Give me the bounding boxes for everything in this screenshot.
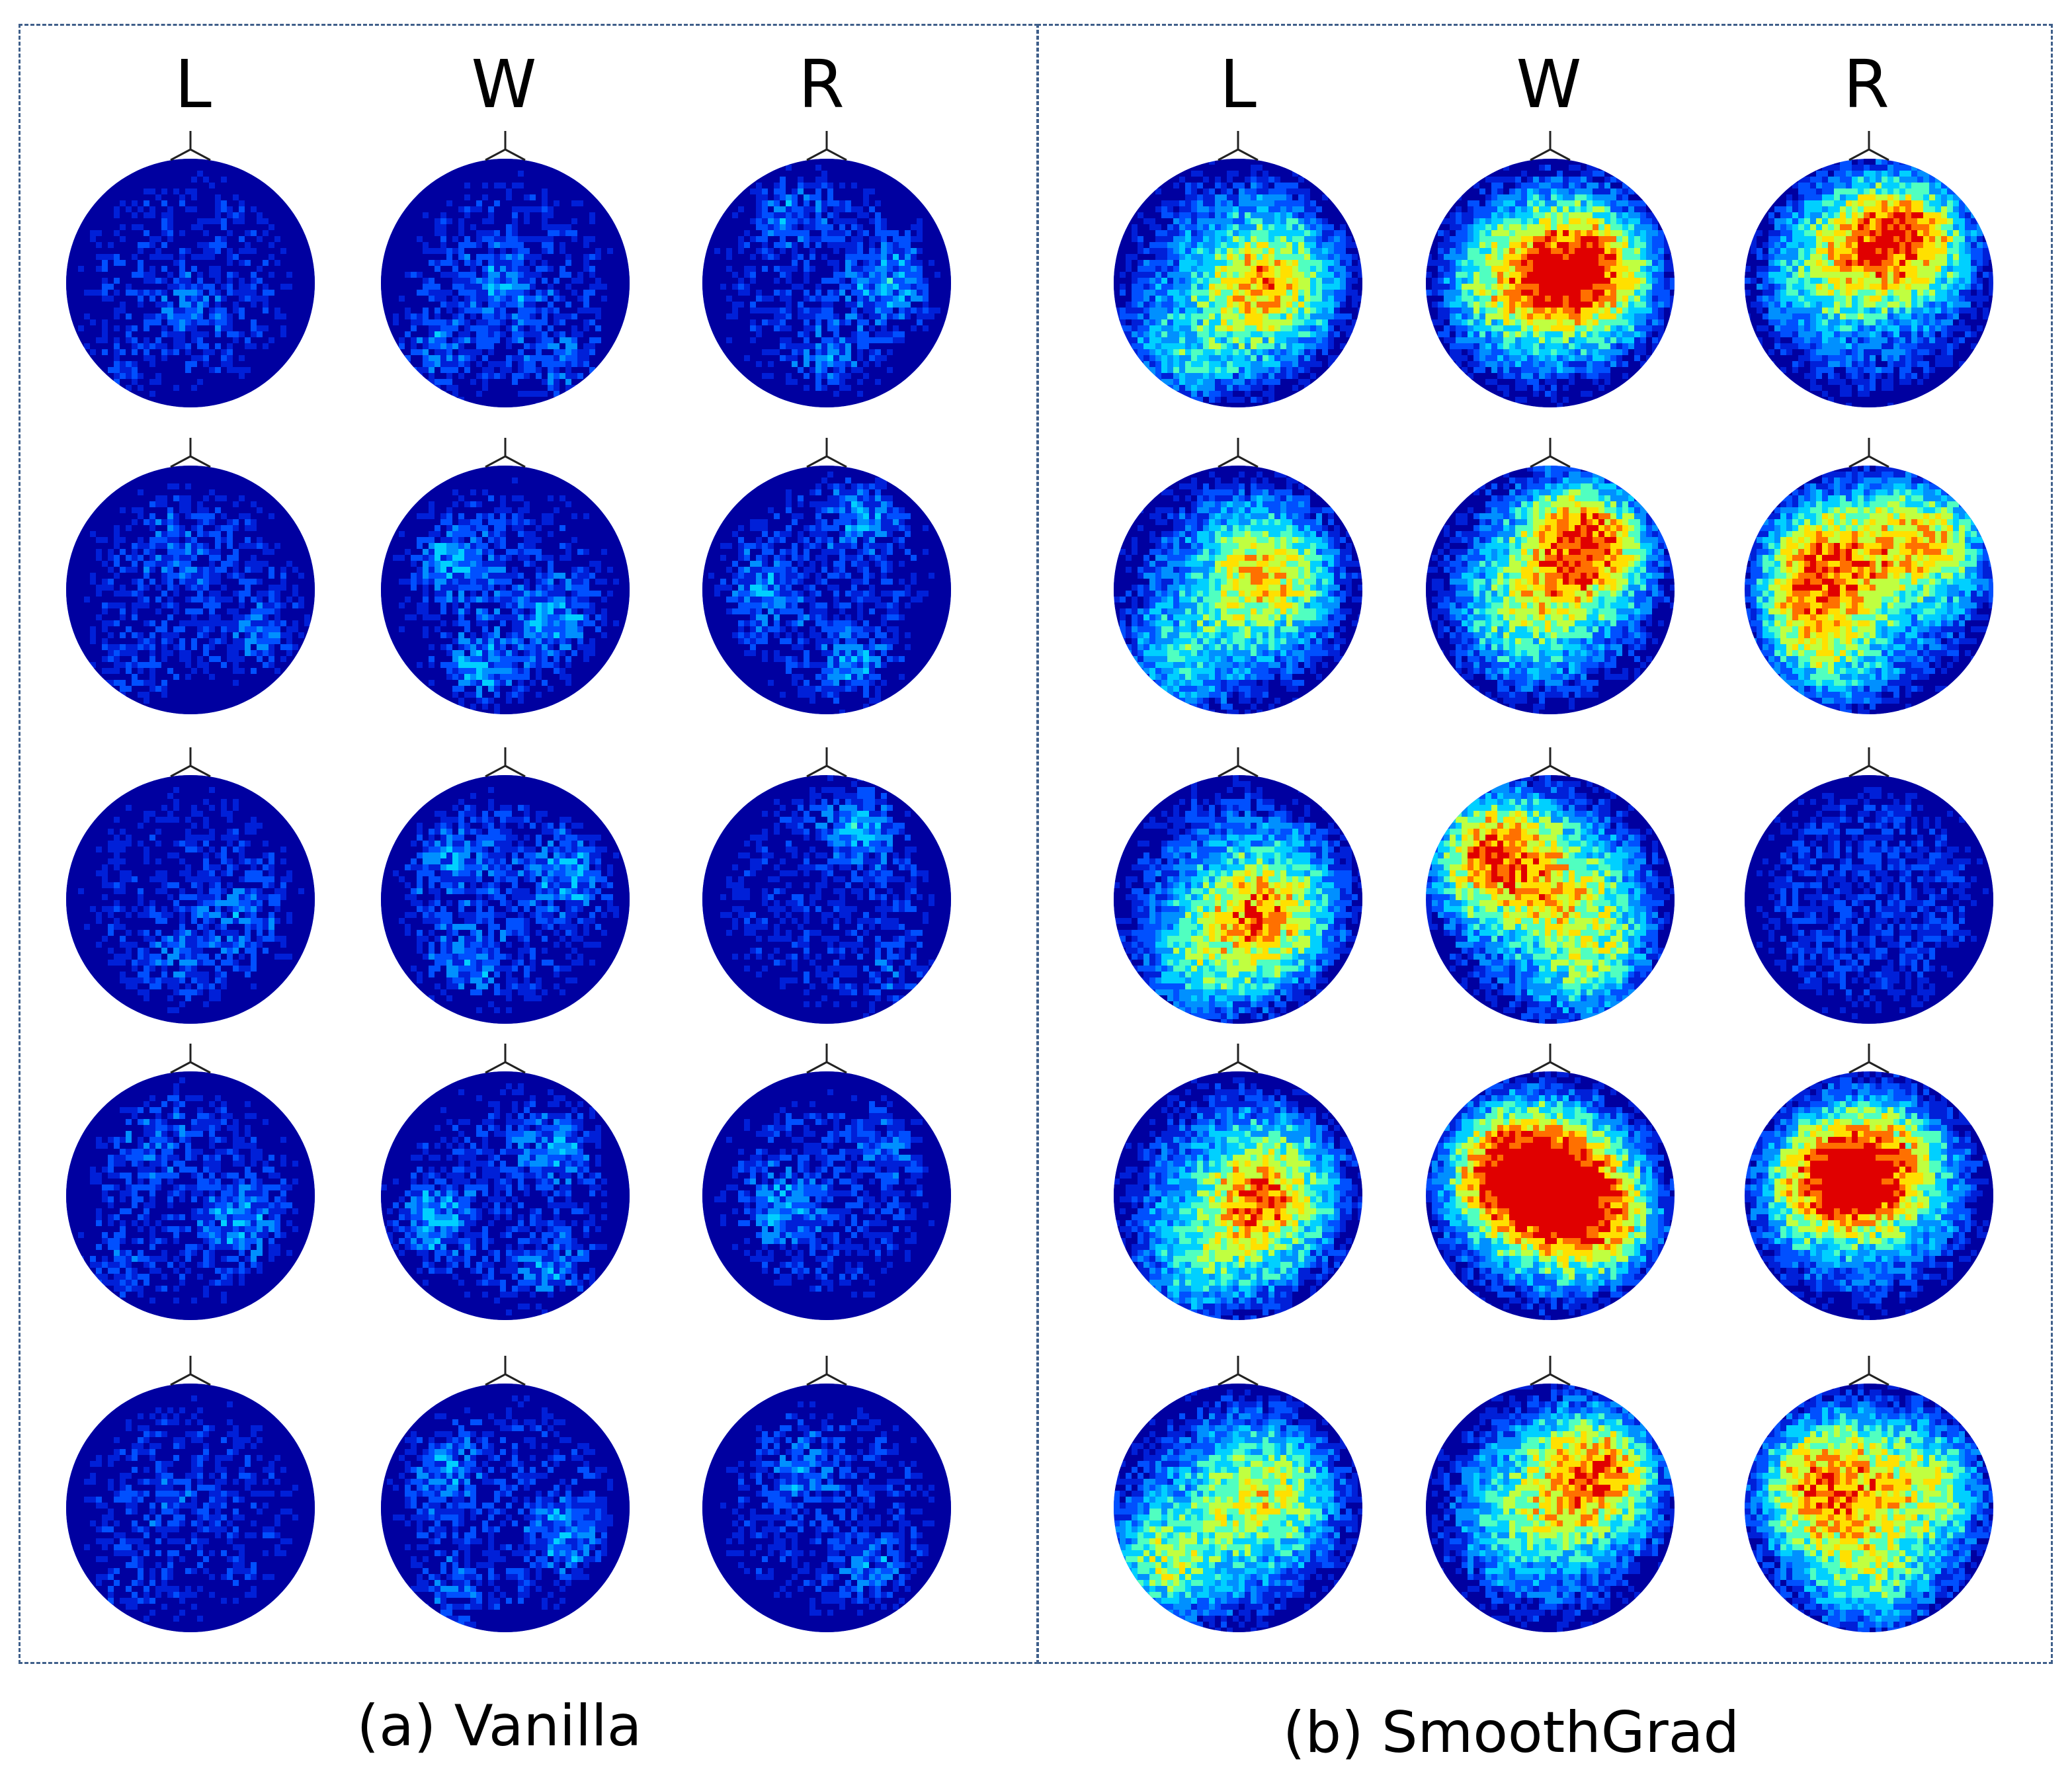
nose-marker-icon [170, 131, 211, 161]
saliency-pixels [1426, 466, 1675, 714]
panel-b-column-label-r: R [1800, 52, 1932, 118]
saliency-pixels [66, 159, 315, 407]
nose-marker-icon [485, 747, 526, 778]
saliency-pixels [381, 466, 630, 714]
saliency-pixels [1426, 159, 1675, 407]
panel-a-column-label-l: L [127, 52, 259, 118]
nose-marker-icon [485, 438, 526, 468]
nose-marker-icon [1848, 747, 1889, 778]
topomap-a-row4-w [381, 1044, 630, 1320]
saliency-pixels [381, 1384, 630, 1632]
topomap-b-row5-r [1745, 1356, 1993, 1632]
topomap-a-row4-l [66, 1044, 315, 1320]
nose-marker-icon [1218, 438, 1259, 468]
topomap-b-row1-w [1426, 131, 1675, 407]
topomap-b-row4-l [1114, 1044, 1362, 1320]
saliency-pixels [1114, 775, 1362, 1024]
topomap-a-row3-r [702, 747, 951, 1024]
nose-marker-icon [806, 747, 847, 778]
topomap-a-row2-l [66, 438, 315, 714]
nose-marker-icon [1530, 438, 1571, 468]
nose-marker-icon [485, 1356, 526, 1386]
saliency-pixels [1114, 466, 1362, 714]
nose-marker-icon [1848, 1356, 1889, 1386]
topomap-a-row5-w [381, 1356, 630, 1632]
nose-marker-icon [170, 438, 211, 468]
nose-marker-icon [806, 438, 847, 468]
panel-b-column-label-w: W [1483, 52, 1615, 118]
saliency-pixels [1426, 1384, 1675, 1632]
panel-b-column-label-l: L [1172, 52, 1304, 118]
nose-marker-icon [806, 131, 847, 161]
topomap-b-row3-r [1745, 747, 1993, 1024]
topomap-a-row1-w [381, 131, 630, 407]
panel-a-column-label-r: R [755, 52, 888, 118]
saliency-pixels [702, 159, 951, 407]
topomap-b-row2-l [1114, 438, 1362, 714]
panel-a-column-label-w: W [438, 52, 570, 118]
nose-marker-icon [1848, 438, 1889, 468]
topomap-a-row3-w [381, 747, 630, 1024]
topomap-b-row4-r [1745, 1044, 1993, 1320]
topomap-a-row2-w [381, 438, 630, 714]
saliency-pixels [1114, 1071, 1362, 1320]
topomap-b-row1-r [1745, 131, 1993, 407]
panel-b-frame [1037, 24, 2053, 1664]
panel-b-caption: (b) SmoothGrad [1214, 1700, 1809, 1766]
saliency-pixels [1426, 775, 1675, 1024]
topomap-a-row5-r [702, 1356, 951, 1632]
nose-marker-icon [485, 1044, 526, 1074]
nose-marker-icon [1530, 1044, 1571, 1074]
nose-marker-icon [170, 1356, 211, 1386]
topomap-a-row1-l [66, 131, 315, 407]
nose-marker-icon [1218, 1356, 1259, 1386]
saliency-pixels [702, 775, 951, 1024]
nose-marker-icon [170, 747, 211, 778]
nose-marker-icon [1530, 131, 1571, 161]
nose-marker-icon [1530, 1356, 1571, 1386]
nose-marker-icon [485, 131, 526, 161]
nose-marker-icon [806, 1356, 847, 1386]
topomap-a-row3-l [66, 747, 315, 1024]
saliency-pixels [1745, 775, 1993, 1024]
topomap-b-row3-l [1114, 747, 1362, 1024]
panel-a-caption: (a) Vanilla [202, 1693, 797, 1759]
topomap-b-row5-w [1426, 1356, 1675, 1632]
topomap-b-row4-w [1426, 1044, 1675, 1320]
nose-marker-icon [1218, 131, 1259, 161]
topomap-b-row2-w [1426, 438, 1675, 714]
nose-marker-icon [1218, 747, 1259, 778]
saliency-pixels [66, 775, 315, 1024]
topomap-b-row5-l [1114, 1356, 1362, 1632]
nose-marker-icon [1848, 1044, 1889, 1074]
nose-marker-icon [1218, 1044, 1259, 1074]
topomap-a-row2-r [702, 438, 951, 714]
topomap-b-row2-r [1745, 438, 1993, 714]
nose-marker-icon [1530, 747, 1571, 778]
topomap-a-row1-r [702, 131, 951, 407]
topomap-b-row3-w [1426, 747, 1675, 1024]
topomap-grid [66, 131, 1993, 1632]
saliency-pixels [1426, 1071, 1675, 1320]
saliency-pixels [381, 775, 630, 1024]
nose-marker-icon [1848, 131, 1889, 161]
topomap-a-row5-l [66, 1356, 315, 1632]
nose-marker-icon [806, 1044, 847, 1074]
nose-marker-icon [170, 1044, 211, 1074]
topomap-a-row4-r [702, 1044, 951, 1320]
saliency-pixels [381, 1071, 630, 1320]
topomap-b-row1-l [1114, 131, 1362, 407]
